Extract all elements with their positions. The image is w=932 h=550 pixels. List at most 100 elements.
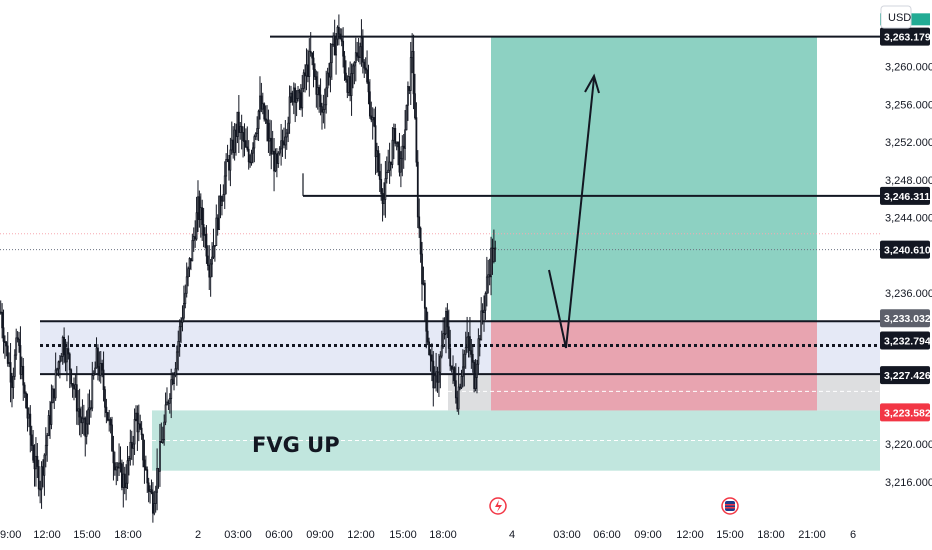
- price-axis[interactable]: 3,216.000 3,220.000 3,236.000 3,244.000 3,24…: [880, 0, 932, 520]
- y-tick-label: 3,248.000: [885, 175, 932, 187]
- candle-body: [202, 224, 205, 236]
- candle-body: [204, 233, 206, 236]
- x-tick-label: 18:00: [757, 529, 785, 541]
- candle-body: [387, 169, 390, 173]
- candle-body: [335, 38, 337, 56]
- candle-body: [470, 350, 473, 355]
- candle-body: [67, 348, 70, 355]
- candle-body: [153, 503, 156, 514]
- candle-body: [149, 489, 151, 492]
- candle-body: [477, 338, 480, 365]
- candle-body: [140, 427, 143, 436]
- candle-body: [206, 255, 209, 266]
- candle-body: [242, 132, 244, 142]
- candle-body: [445, 311, 447, 335]
- candle-body: [298, 90, 301, 94]
- candle-body: [212, 245, 215, 258]
- candle-body: [357, 55, 360, 58]
- candle-body: [6, 345, 9, 364]
- candle-body: [77, 408, 80, 412]
- candle-body: [378, 171, 381, 180]
- candle-body: [119, 462, 122, 465]
- currency-box[interactable]: USD: [880, 5, 912, 29]
- candle-body: [143, 459, 146, 468]
- candle-body: [340, 38, 343, 42]
- candle-body: [190, 258, 192, 262]
- candle-body: [453, 367, 456, 382]
- candle-body: [123, 473, 126, 488]
- candle-body: [322, 109, 325, 113]
- candle-body: [337, 26, 340, 35]
- candle-body: [398, 146, 401, 173]
- candle-body: [360, 37, 363, 48]
- candle-body: [250, 152, 253, 163]
- candle-body: [228, 161, 230, 171]
- candle-body: [345, 72, 347, 81]
- x-tick-label: 15:00: [716, 529, 744, 541]
- candle-body: [168, 398, 171, 404]
- candle-body: [294, 87, 297, 103]
- candle-body: [466, 336, 469, 349]
- candle-body: [209, 263, 212, 278]
- candle-body: [85, 423, 88, 437]
- candle-body: [2, 327, 5, 342]
- candle-body: [8, 362, 11, 364]
- candle-body: [423, 282, 426, 309]
- candle-body: [94, 367, 97, 375]
- candle-body: [283, 142, 285, 146]
- candle-body: [278, 148, 281, 154]
- zones-layer: [0, 35, 880, 471]
- candle-body: [273, 150, 275, 172]
- candle-body: [1, 311, 4, 329]
- target-arrow: [565, 77, 595, 349]
- candle-body: [312, 57, 315, 70]
- candle-body: [450, 365, 453, 370]
- candle-body: [381, 193, 384, 204]
- candle-body: [35, 455, 37, 470]
- candle-body: [25, 392, 27, 409]
- candle-body: [394, 128, 397, 144]
- candle-body: [418, 216, 421, 229]
- time-axis[interactable]: 9:00 12:00 15:00 18:00 2 03:00 06:00 09:00 12:00…: [0, 529, 856, 541]
- event-icon-us-flag[interactable]: [721, 497, 739, 515]
- candle-body: [249, 161, 252, 164]
- candle-body: [311, 52, 314, 59]
- candle-body: [129, 441, 132, 460]
- candle-body: [442, 333, 445, 347]
- candle-body: [161, 439, 164, 443]
- candle-body: [367, 81, 370, 93]
- candle-body: [395, 141, 398, 144]
- candle-body: [277, 152, 280, 164]
- candle-body: [416, 161, 419, 218]
- candle-body: [476, 363, 478, 378]
- x-tick-label: 09:00: [634, 529, 662, 541]
- x-tick-label: 4: [509, 529, 515, 541]
- candle-body: [254, 133, 257, 138]
- candle-body: [159, 441, 161, 472]
- candle-body: [471, 353, 474, 363]
- candle-body: [146, 469, 149, 484]
- candle-body: [82, 417, 85, 420]
- candle-body: [63, 336, 66, 356]
- candle-body: [5, 342, 8, 347]
- candle-body: [464, 347, 467, 355]
- candle-body: [128, 458, 130, 462]
- stop-loss-zone: [491, 321, 817, 411]
- candle-body: [58, 360, 61, 363]
- candle-body: [235, 129, 237, 137]
- candle-body: [309, 50, 312, 54]
- candle-body: [201, 207, 204, 225]
- candle-body: [106, 412, 109, 421]
- candle-body: [361, 37, 364, 63]
- candle-body: [290, 92, 292, 98]
- candle-body: [408, 86, 411, 91]
- candle-body: [414, 93, 416, 119]
- event-icon-lightning[interactable]: [489, 497, 507, 515]
- x-tick-label: 12:00: [347, 529, 375, 541]
- candle-body: [194, 236, 197, 240]
- candle-body: [319, 94, 322, 108]
- candle-body: [137, 423, 140, 433]
- candle-body: [480, 310, 483, 341]
- candle-body: [483, 309, 485, 313]
